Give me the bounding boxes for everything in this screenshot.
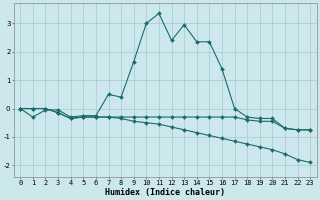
X-axis label: Humidex (Indice chaleur): Humidex (Indice chaleur) [105,188,225,197]
